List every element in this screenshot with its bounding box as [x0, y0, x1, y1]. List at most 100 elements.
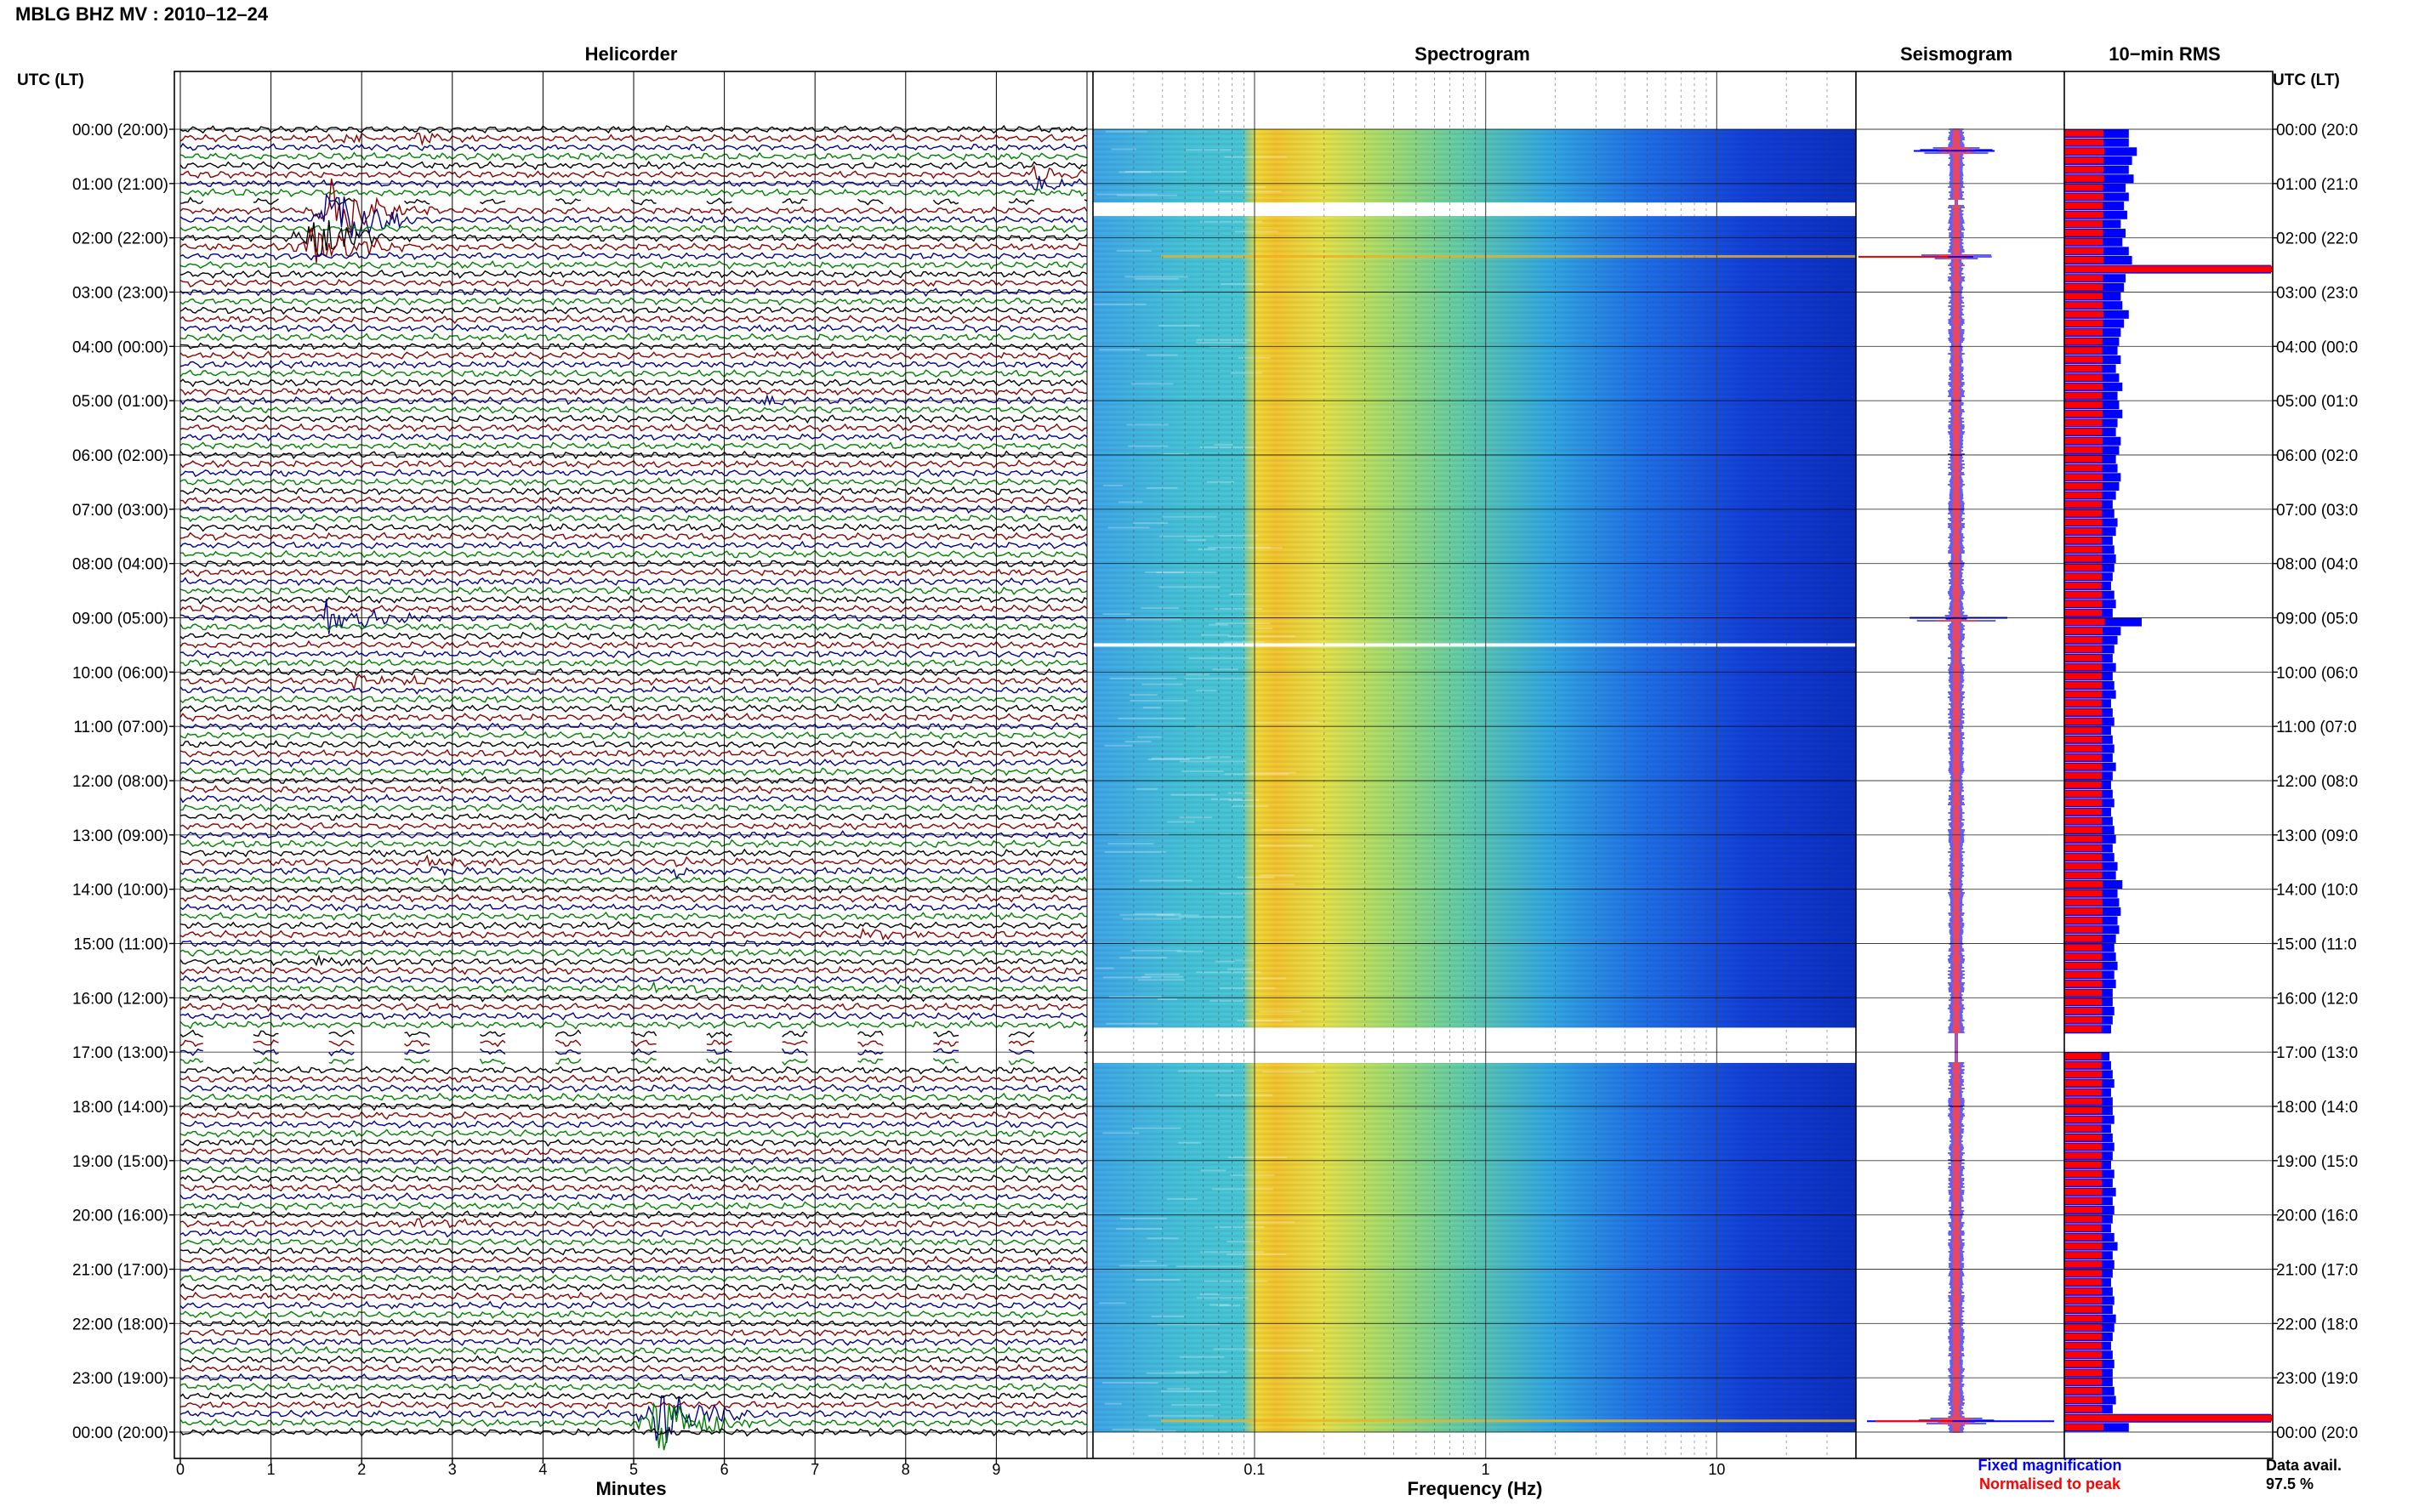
spectrogram-speckle: [1124, 276, 1188, 278]
rms-bar-normalised: [2064, 1207, 2103, 1214]
spectrogram-speckle: [1215, 190, 1282, 193]
time-label-right: 02:00 (22:0: [2276, 230, 2358, 248]
time-label-left: 10:00 (06:00): [72, 664, 168, 682]
data-availability-value: 97.5 %: [2266, 1475, 2314, 1492]
rms-bar-normalised: [2064, 1215, 2102, 1223]
rms-bar-normalised: [2064, 1089, 2102, 1096]
rms-bar-normalised: [2064, 673, 2102, 679]
spectrogram-speckle: [1227, 792, 1253, 794]
minute-tick-label: 7: [811, 1461, 819, 1478]
spectrogram-speckle: [1170, 793, 1216, 796]
spectrogram-speckle: [1180, 760, 1247, 763]
rms-bar-normalised: [2064, 655, 2102, 662]
rms-bar-normalised: [2064, 1125, 2102, 1132]
spectrogram-speckle: [1248, 1349, 1314, 1351]
rms-bar-normalised: [2064, 528, 2103, 535]
minute-tick-label: 8: [902, 1461, 910, 1478]
spectrogram-speckle: [1118, 501, 1143, 503]
spectrogram-speckle: [1202, 1280, 1268, 1282]
spectrogram-speckle: [1196, 971, 1261, 974]
time-label-right: 18:00 (14:0: [2276, 1099, 2358, 1117]
rms-bar-normalised: [2064, 1396, 2103, 1404]
rms-bar-normalised: [2064, 410, 2103, 418]
rms-bar-normalised: [2064, 130, 2103, 137]
spectrogram-speckle: [1160, 290, 1183, 293]
helicorder-panel: [179, 71, 1088, 1458]
spectrogram-speckle: [1145, 571, 1185, 574]
time-label-right: 23:00 (19:0: [2276, 1370, 2358, 1388]
spectrogram-speckle: [1146, 354, 1178, 356]
spectrogram-speckle: [1101, 1382, 1158, 1384]
rms-bar-normalised: [2064, 1324, 2103, 1331]
rms-bar-normalised: [2064, 310, 2103, 318]
spectrogram-speckle: [1146, 486, 1178, 489]
spectrogram-gap: [1093, 202, 1856, 217]
rms-bar-normalised: [2064, 1252, 2102, 1259]
rms-bar-normalised: [2064, 1225, 2102, 1231]
rms-bar-normalised: [2064, 1360, 2103, 1367]
rms-bar-normalised: [2064, 293, 2103, 300]
spectrogram-speckle: [1139, 879, 1192, 882]
spectrogram-speckle: [1178, 1070, 1234, 1072]
spectrogram-speckle: [1104, 744, 1133, 747]
time-label-left: 22:00 (18:00): [72, 1316, 168, 1333]
spectrogram-speckle: [1229, 593, 1253, 595]
spectrogram-speckle: [1255, 721, 1319, 724]
rms-bar-normalised: [2064, 1306, 2102, 1313]
spectrogram-speckle: [1171, 1403, 1221, 1406]
spectrogram-speckle: [1258, 844, 1313, 847]
rms-bar-normalised: [2064, 981, 2103, 987]
spectrogram-speckle: [1156, 571, 1216, 574]
minutes-axis-label: Minutes: [595, 1478, 666, 1499]
spectrogram-panel: [1092, 71, 1857, 1458]
time-label-left: 15:00 (11:00): [73, 936, 168, 954]
rms-bar-normalised: [2064, 139, 2103, 146]
rms-bar-normalised: [2064, 745, 2103, 753]
time-label-right: 13:00 (09:0: [2276, 827, 2358, 845]
time-label-left: 19:00 (15:00): [72, 1153, 168, 1171]
spectrogram-speckle: [1212, 668, 1238, 671]
rms-bar-normalised: [2064, 962, 2103, 969]
spectrogram-speckle: [1215, 1225, 1265, 1228]
rms-bar-normalised: [2064, 347, 2103, 354]
rms-bar-normalised: [2064, 555, 2103, 562]
rms-bar-normalised: [2064, 754, 2102, 761]
rms-bar-normalised: [2064, 166, 2103, 173]
rms-bar-normalised: [2064, 1170, 2103, 1178]
spectrogram-speckle: [1134, 912, 1181, 915]
data-availability-label: Data avail.: [2266, 1457, 2342, 1474]
spectrogram-speckle: [1099, 349, 1141, 351]
rms-bar-normalised: [2064, 817, 2102, 825]
spectrogram-speckle: [1133, 522, 1169, 525]
rms-bar-normalised: [2064, 537, 2102, 544]
rms-bar-normalised: [2064, 862, 2103, 870]
spectrogram-speckle: [1146, 1372, 1199, 1374]
spectrogram-speckle: [1105, 130, 1147, 133]
spectrogram-speckle: [1235, 959, 1255, 962]
legend-normalised-to-peak: Normalised to peak: [1979, 1475, 2121, 1492]
time-label-right: 09:00 (05:0: [2276, 611, 2358, 628]
spectrogram-speckle: [1213, 1348, 1254, 1350]
spectrogram-speckle: [1119, 957, 1168, 959]
rms-bar-normalised: [2064, 365, 2103, 372]
time-label-right: 19:00 (15:0: [2276, 1153, 2358, 1171]
spectrogram-speckle: [1211, 1188, 1273, 1191]
rms-bar-normalised: [2064, 1233, 2103, 1241]
spectrogram-speckle: [1262, 1071, 1316, 1073]
spectrogram-speckle: [1139, 1260, 1157, 1263]
rms-bar-normalised: [2064, 854, 2103, 861]
spectrogram-speckle: [1116, 249, 1152, 252]
rms-bar-normalised: [2064, 1107, 2102, 1114]
spectrogram-speckle: [1259, 874, 1295, 877]
spectrogram-speckle: [1142, 707, 1161, 709]
rms-bar-normalised: [2064, 763, 2103, 770]
rms-bar-normalised: [2064, 1152, 2102, 1159]
spectrogram-speckle: [1107, 843, 1154, 845]
utc-label-right: UTC (LT): [2273, 71, 2340, 89]
spectrogram-speckle: [1167, 1198, 1198, 1201]
spectrogram-speckle: [1135, 277, 1179, 280]
rms-bar-normalised: [2064, 609, 2102, 617]
time-label-right: 10:00 (06:0: [2276, 664, 2358, 682]
time-label-right: 00:00 (20:0: [2276, 122, 2358, 139]
time-label-right: 21:00 (17:0: [2276, 1262, 2358, 1280]
